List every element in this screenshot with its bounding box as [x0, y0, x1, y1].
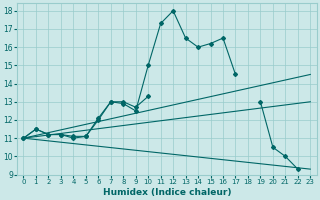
X-axis label: Humidex (Indice chaleur): Humidex (Indice chaleur) — [103, 188, 231, 197]
